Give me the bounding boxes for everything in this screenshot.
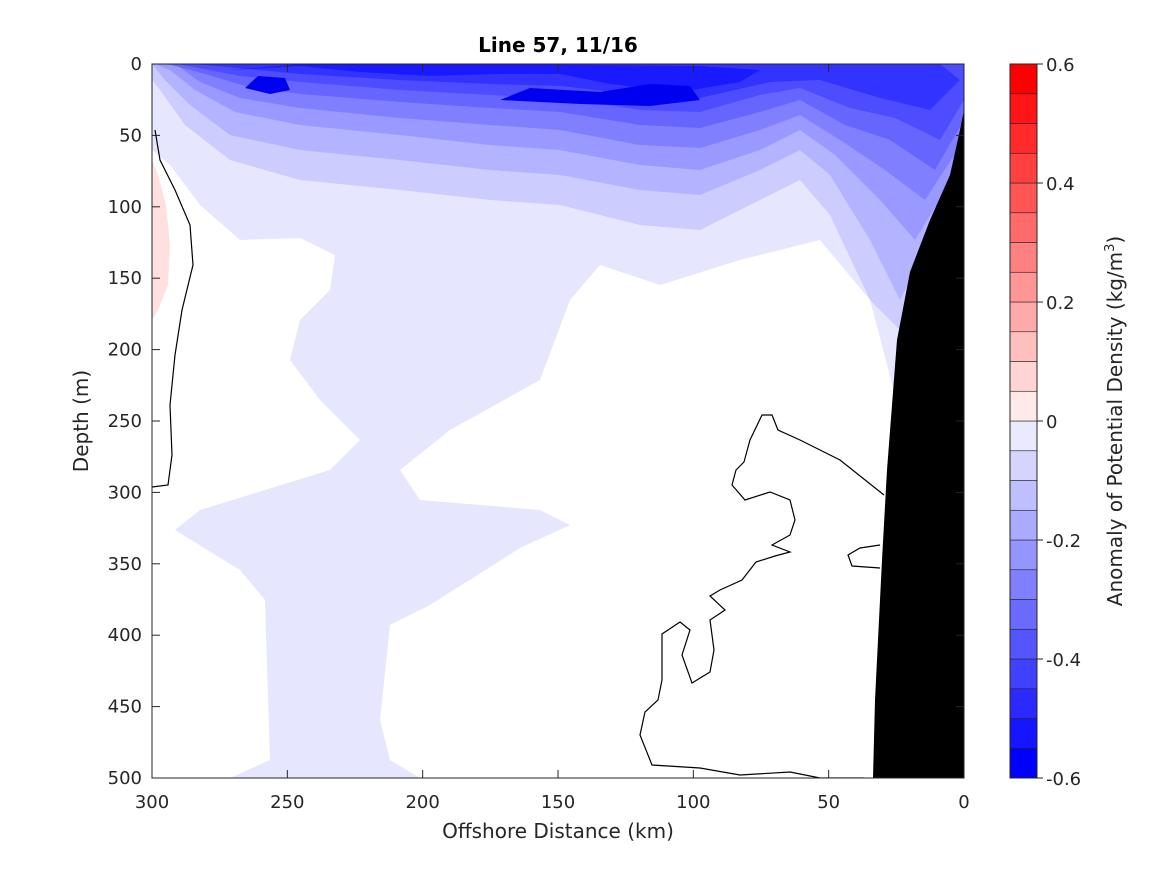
contour-band-minus005 [152,64,964,778]
x-tick-label: 50 [817,792,840,813]
contour-core-minus050-a [245,76,290,94]
colorbar-tick-label: 0.6 [1046,55,1075,76]
colorbar-band [1009,509,1038,541]
colorbar-band [1009,212,1038,243]
x-axis: 300 250 200 150 100 50 0 [135,64,970,813]
contour-fill [152,64,964,778]
colorbar-band [1009,152,1038,184]
y-axis-label: Depth (m) [69,370,93,472]
y-tick-label: 250 [108,411,142,432]
colorbar-band [1009,747,1038,779]
zero-contour-pocket [847,544,881,569]
bathymetry-shelf [873,110,964,778]
colorbar-band [1009,569,1038,600]
y-tick-label: 500 [108,768,142,789]
colorbar-label-text: Anomaly of Potential Density (kg/m [1103,252,1127,606]
y-axis: 0 50 100 150 200 250 300 350 400 450 500 [108,54,964,789]
y-tick-label: 150 [108,268,142,289]
colorbar-band [1009,242,1038,273]
colorbar-band [1009,63,1038,95]
colorbar-label-end: ) [1103,236,1127,244]
colorbar-band [1009,301,1038,333]
colorbar: 0.6 0.4 0.2 0 -0.2 -0.4 -0.6 Anomaly of Potent… [1009,55,1127,790]
colorbar-band [1009,599,1038,630]
colorbar-band [1009,658,1038,690]
colorbar-tick-label: 0.2 [1046,293,1075,314]
colorbar-band [1009,331,1038,362]
colorbar-tick-label: -0.6 [1046,769,1081,790]
colorbar-tick-label: 0.4 [1046,174,1075,195]
contour-band-minus045 [230,64,760,92]
contour-band-minus035 [178,64,964,140]
colorbar-tick-label: -0.4 [1046,650,1081,671]
colorbar-band [1009,271,1038,303]
x-tick-label: 250 [270,792,304,813]
x-axis-label: Offshore Distance (km) [442,819,674,843]
x-tick-label: 200 [405,792,439,813]
colorbar-band [1009,628,1038,660]
y-tick-label: 300 [108,482,142,503]
colorbar-band [1009,718,1038,749]
colorbar-ticks: 0.6 0.4 0.2 0 -0.2 -0.4 -0.6 [1037,55,1081,790]
y-tick-label: 0 [131,54,142,75]
x-tick-label: 300 [135,792,169,813]
contour-core-minus050-b [500,84,700,106]
contour-band-plus005 [152,160,170,320]
y-tick-label: 350 [108,554,142,575]
y-tick-label: 450 [108,697,142,718]
zero-contour-offshore [152,129,194,488]
colorbar-band [1009,93,1038,124]
colorbar-band [1009,390,1038,422]
colorbar-band [1009,539,1038,571]
zero-contour-nearshore [639,414,885,778]
colorbar-label-superscript: 3 [1103,244,1118,252]
colorbar-band [1009,182,1038,214]
x-tick-label: 0 [958,792,969,813]
colorbar-band [1009,123,1038,154]
colorbar-tick-label: -0.2 [1046,531,1081,552]
y-tick-label: 200 [108,340,142,361]
colorbar-band [1009,420,1038,452]
plot-area [151,63,965,779]
chart-title: Line 57, 11/16 [478,33,638,57]
colorbar-band [1009,688,1038,719]
colorbar-band [1009,450,1038,481]
x-tick-label: 100 [676,792,710,813]
colorbar-tick-label: 0 [1046,412,1057,433]
colorbar-bands [1009,63,1038,779]
contour-band-minus040 [195,64,960,110]
colorbar-band [1009,480,1038,511]
x-tick-label: 150 [541,792,575,813]
y-tick-label: 50 [119,125,142,146]
y-tick-label: 100 [108,197,142,218]
colorbar-label: Anomaly of Potential Density (kg/m3) [1103,236,1127,606]
colorbar-band [1009,361,1038,392]
y-tick-label: 400 [108,625,142,646]
